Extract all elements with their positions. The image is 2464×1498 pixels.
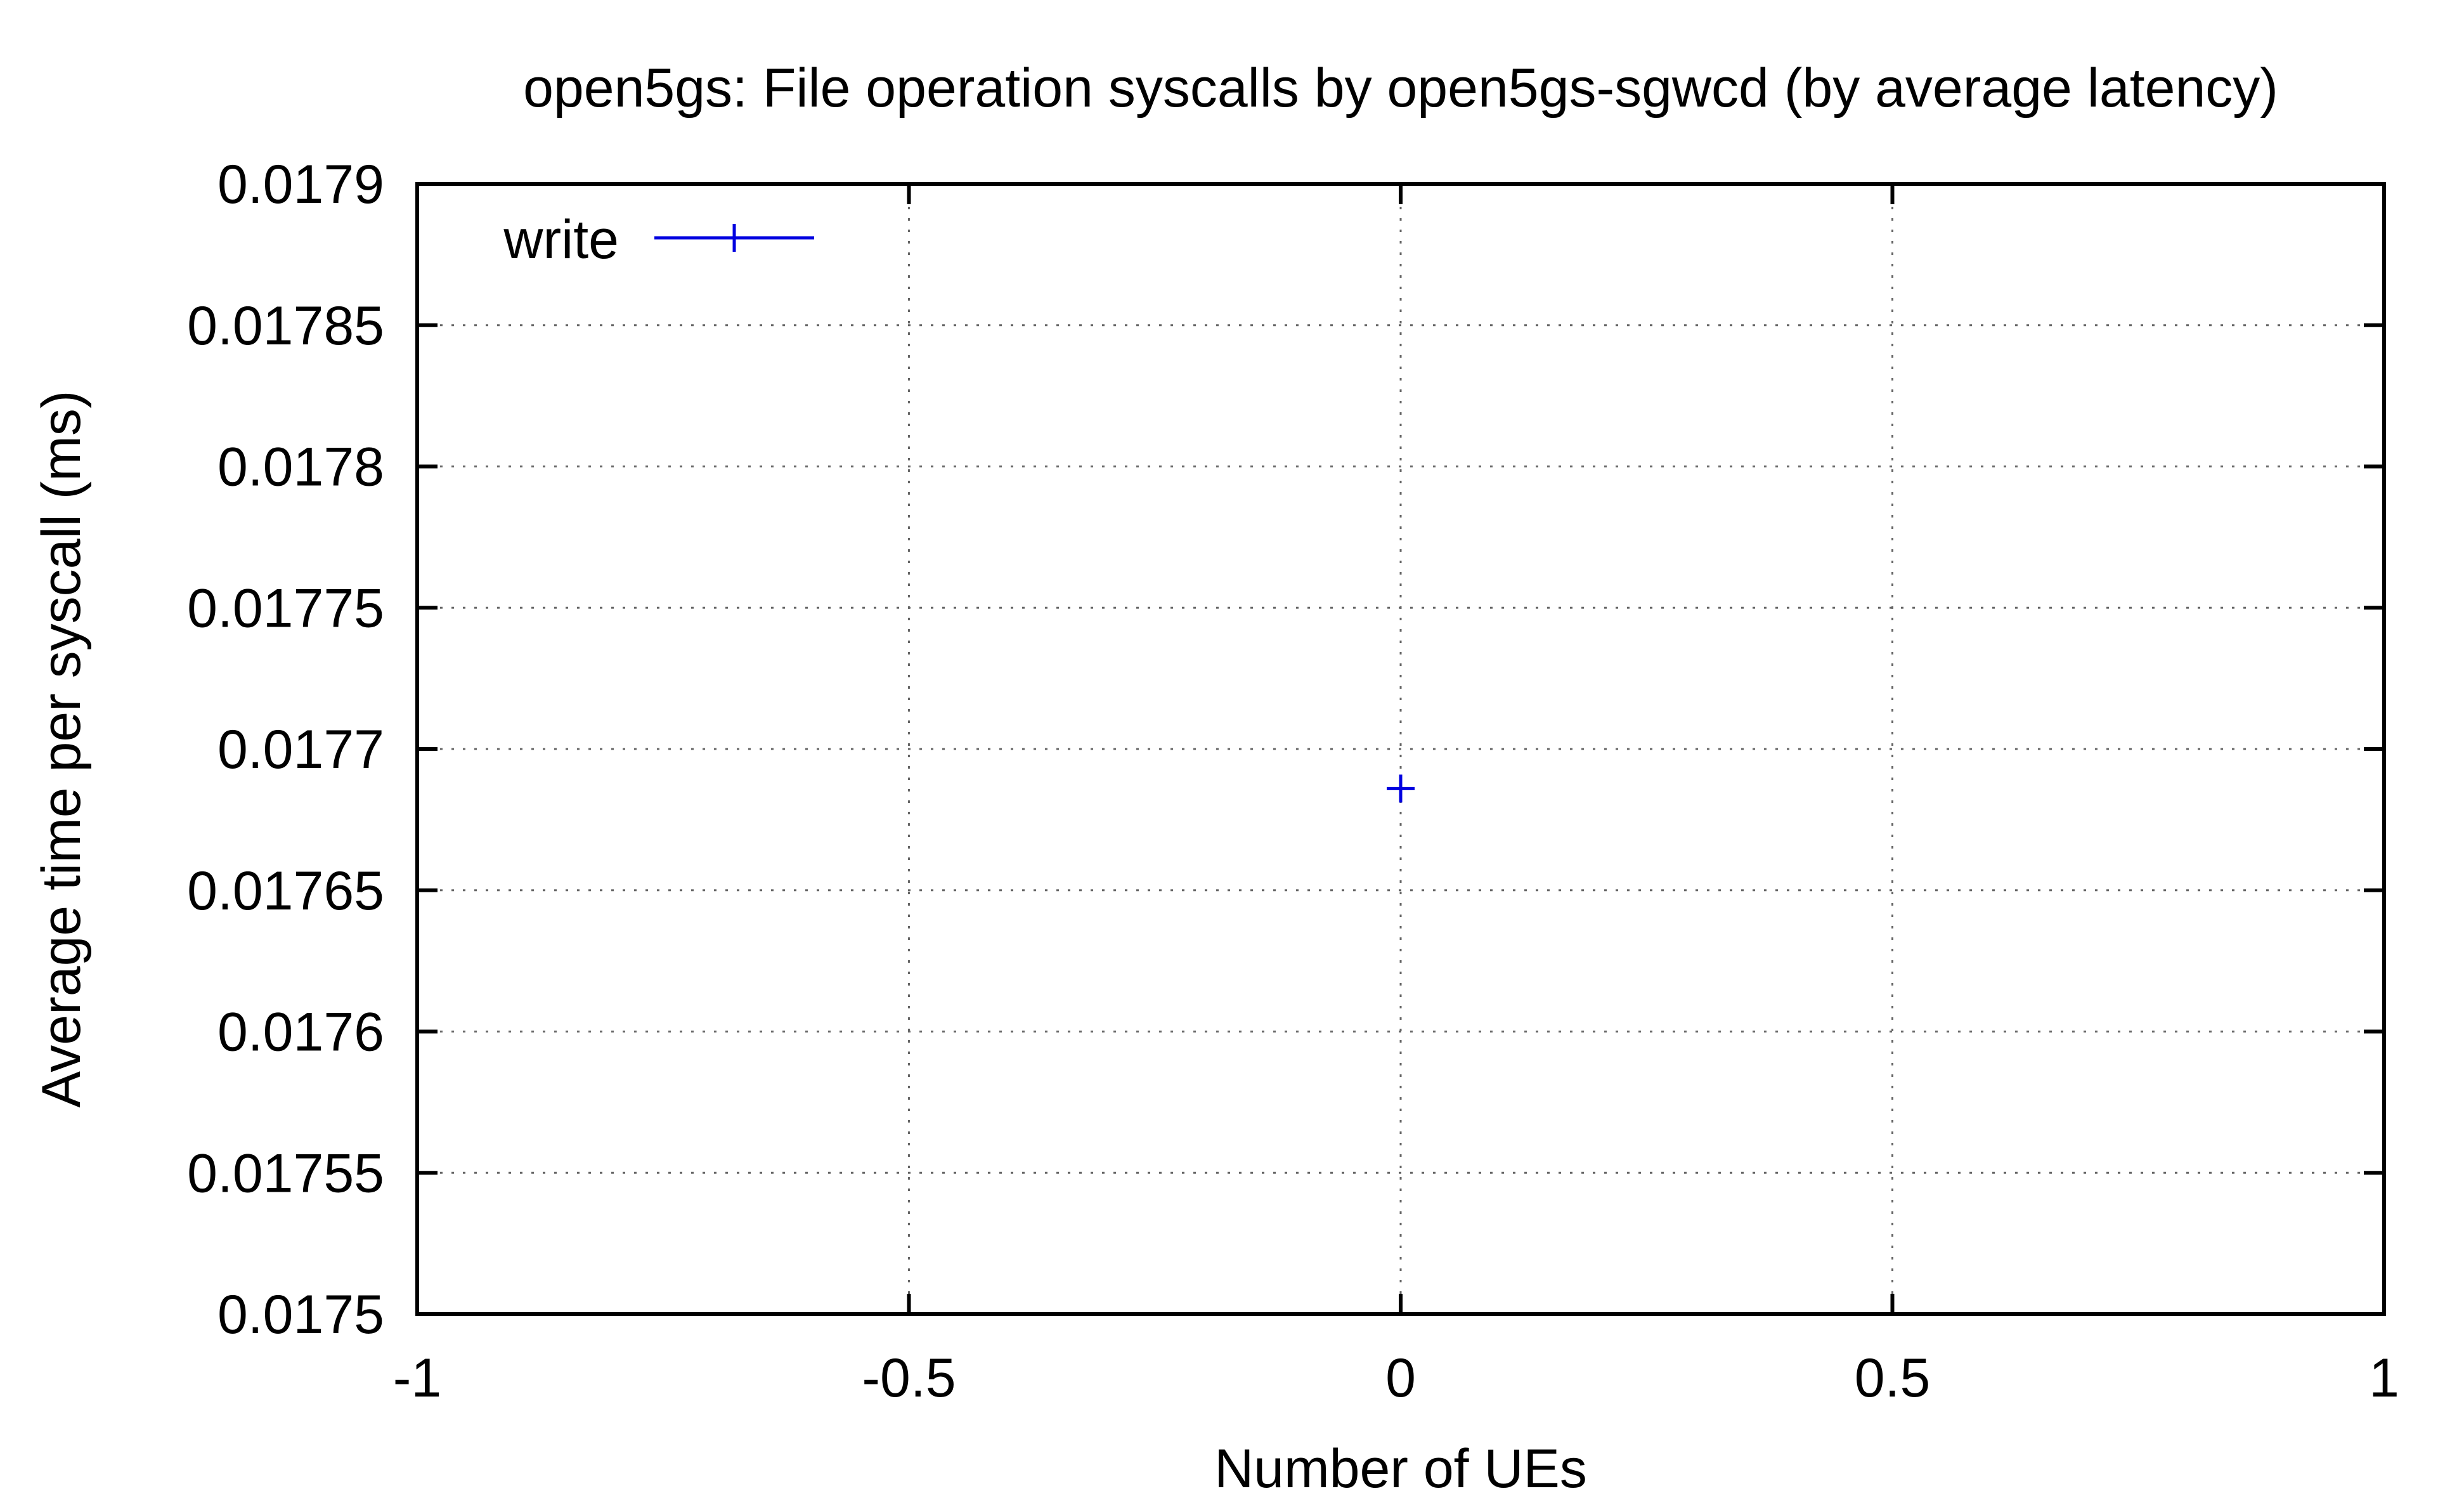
x-tick-label: 0.5	[1855, 1348, 1931, 1409]
x-tick-label: -0.5	[862, 1348, 956, 1409]
grid-lines	[417, 184, 2384, 1314]
y-tick-label: 0.01765	[187, 861, 384, 922]
y-tick-label: 0.01785	[187, 296, 384, 356]
y-tick-label: 0.01775	[187, 578, 384, 639]
y-tick-label: 0.0176	[217, 1002, 384, 1063]
y-tick-label: 0.0179	[217, 154, 384, 215]
plot-frame	[415, 182, 2386, 1316]
x-tick-label: 0	[1385, 1348, 1416, 1409]
y-tick-label: 0.01755	[187, 1143, 384, 1204]
y-tick-label: 0.0178	[217, 437, 384, 498]
data-point-write	[1387, 774, 1415, 803]
data-series	[1387, 774, 1415, 803]
legend: write	[503, 209, 814, 270]
y-axis-label: Average time per syscall (ms)	[31, 390, 92, 1107]
x-axis-tick-labels: -1 -0.5 0 0.5 1	[393, 1348, 2399, 1409]
y-axis-tick-labels: 0.0175 0.01755 0.0176 0.01765 0.0177 0.01775 0…	[187, 154, 384, 1345]
y-tick-label: 0.0175	[217, 1284, 384, 1345]
chart-title: open5gs: File operation syscalls by open…	[523, 58, 2278, 119]
x-tick-label: 1	[2369, 1348, 2399, 1409]
legend-label-write: write	[503, 209, 619, 270]
y-tick-label: 0.0177	[217, 719, 384, 780]
x-axis-label: Number of UEs	[1214, 1438, 1587, 1498]
x-tick-label: -1	[393, 1348, 441, 1409]
